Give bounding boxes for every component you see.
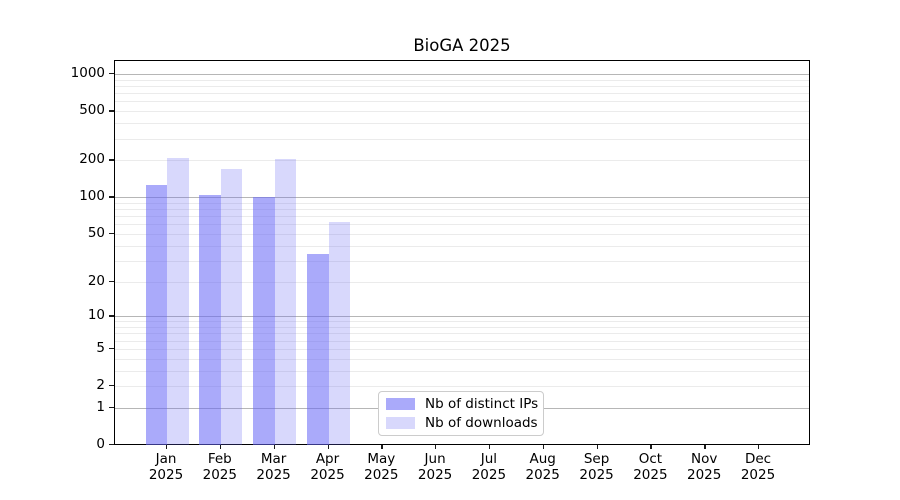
x-tick-label: Jun 2025	[417, 451, 453, 483]
x-tick-mark	[542, 445, 545, 449]
gridline-minor	[115, 348, 809, 350]
legend-swatch-distinct-ips-icon	[386, 397, 415, 411]
bar-nb-of-downloads-apr	[328, 221, 350, 445]
legend-swatch-downloads-icon	[386, 416, 415, 430]
x-tick-mark	[704, 445, 706, 449]
gridline-minor	[115, 281, 809, 283]
y-tick-label: 100	[79, 188, 105, 205]
x-tick-mark	[381, 445, 383, 449]
x-tick-mark	[488, 445, 491, 449]
y-tick-mark	[109, 315, 114, 317]
y-tick-mark	[109, 110, 114, 112]
legend: Nb of distinct IPs Nb of downloads	[378, 391, 544, 436]
gridline-minor	[115, 333, 809, 335]
x-tick-mark	[596, 445, 598, 449]
bar-nb-of-distinct-ips-feb	[199, 194, 221, 445]
legend-label-distinct-ips: Nb of distinct IPs	[425, 396, 539, 412]
y-tick-mark	[109, 280, 114, 282]
legend-entry-distinct-ips: Nb of distinct IPs	[386, 396, 539, 413]
bar-nb-of-distinct-ips-jan	[145, 185, 167, 445]
y-tick-mark	[109, 347, 114, 350]
y-tick-mark	[109, 159, 114, 161]
x-tick-label: Dec 2025	[740, 451, 776, 483]
gridline-minor	[115, 327, 809, 328]
bar-nb-of-downloads-jan	[167, 157, 189, 445]
y-tick-label: 1000	[70, 65, 105, 81]
gridline-major	[115, 74, 809, 75]
gridline-minor	[115, 209, 809, 210]
chart-title: BioGA 2025	[413, 36, 511, 55]
y-tick-label: 50	[87, 224, 105, 241]
gridline-minor	[115, 233, 809, 235]
y-tick-mark	[109, 406, 114, 409]
gridline-minor	[115, 216, 809, 218]
x-tick-mark	[273, 445, 275, 449]
gridline-minor	[115, 123, 809, 125]
gridline-minor	[115, 79, 809, 81]
x-tick-label: Oct 2025	[633, 451, 668, 483]
y-tick-label: 20	[87, 272, 105, 289]
bar-nb-of-downloads-feb	[220, 168, 243, 445]
x-tick-mark	[758, 445, 760, 449]
y-tick-label: 0	[96, 436, 105, 452]
y-tick-label: 1	[96, 398, 105, 415]
x-tick-label: Jan 2025	[148, 451, 184, 483]
legend-label-downloads: Nb of downloads	[425, 415, 538, 431]
bar-nb-of-downloads-mar	[274, 158, 297, 445]
x-tick-label: Feb 2025	[202, 451, 237, 483]
gridline-minor	[115, 260, 809, 262]
gridline-minor	[115, 202, 809, 204]
x-tick-label: Aug 2025	[525, 451, 560, 483]
gridline-minor	[115, 386, 809, 387]
y-tick-mark	[109, 232, 114, 235]
gridline-minor	[115, 370, 809, 372]
x-tick-mark	[166, 445, 168, 449]
x-tick-label: Sep 2025	[579, 451, 614, 483]
x-tick-label: Jul 2025	[471, 451, 507, 483]
y-tick-mark	[109, 196, 114, 198]
gridline-minor	[115, 224, 809, 226]
gridline-minor	[115, 138, 809, 140]
gridline-minor	[115, 245, 809, 247]
gridline-minor	[115, 340, 809, 342]
x-tick-mark	[327, 445, 329, 449]
x-tick-mark	[650, 445, 652, 449]
gridline-minor	[115, 101, 809, 103]
gridline-minor	[115, 358, 809, 360]
gridline-minor	[115, 86, 809, 87]
gridline-major	[115, 197, 809, 199]
y-tick-label: 200	[79, 151, 105, 168]
x-tick-label: May 2025	[364, 451, 399, 483]
y-tick-mark	[109, 444, 114, 446]
legend-entry-downloads: Nb of downloads	[386, 415, 538, 432]
y-tick-mark	[109, 73, 114, 75]
plot-area	[114, 60, 810, 445]
y-tick-label: 2	[96, 377, 105, 393]
x-tick-mark	[435, 445, 437, 449]
x-tick-mark	[219, 445, 222, 449]
x-tick-label: Mar 2025	[256, 451, 291, 483]
y-tick-label: 10	[87, 307, 105, 324]
gridline-minor	[115, 111, 809, 113]
x-tick-label: Nov 2025	[687, 451, 722, 483]
gridline-minor	[115, 160, 809, 162]
gridline-minor	[115, 321, 809, 323]
x-tick-label: Apr 2025	[310, 451, 345, 483]
gridline-minor	[115, 93, 809, 95]
y-tick-label: 500	[79, 102, 105, 119]
bar-nb-of-distinct-ips-mar	[253, 197, 275, 445]
gridline-major	[115, 316, 809, 318]
y-tick-mark	[109, 385, 114, 387]
bar-nb-of-distinct-ips-apr	[307, 254, 329, 445]
y-tick-label: 5	[96, 339, 105, 356]
